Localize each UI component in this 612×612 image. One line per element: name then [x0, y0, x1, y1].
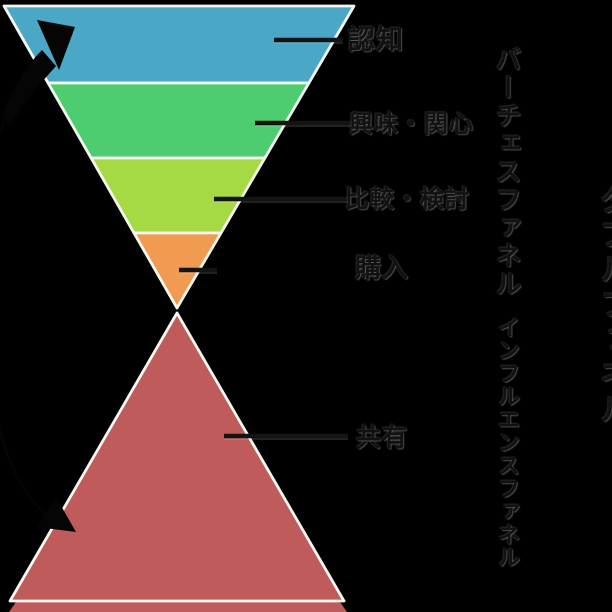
stage-label-share: 共有 [356, 424, 409, 452]
loop-arrow-top-head-icon [37, 20, 75, 70]
influence-funnel-shape [8, 311, 346, 603]
loop-arrow-bottom-head-icon [37, 497, 76, 532]
influence-funnel-bleed [9, 602, 347, 612]
leader-line-interest [255, 120, 352, 127]
purchase-funnel-side-label: バーチェスファネル [492, 46, 522, 298]
influence-funnel-side-label: インフルエンスファネル [495, 316, 520, 569]
stage-label-purchase: 購入 [355, 253, 410, 283]
double-funnel-edge-label: ダブルファネル [595, 183, 612, 428]
leader-line-awareness [274, 37, 343, 44]
purchase-funnel-shape [2, 4, 356, 310]
stage-label-comparison: 比較・検討 [345, 186, 470, 213]
stage-label-awareness: 認知 [348, 25, 404, 55]
leader-line-comparison [214, 196, 351, 203]
leader-lines [179, 37, 352, 440]
loop-arc [0, 75, 48, 516]
stage-comparison-shape [89, 156, 267, 235]
leader-line-share [224, 433, 348, 440]
stage-label-interest: 興味・関心 [349, 111, 474, 138]
leader-line-purchase [179, 267, 217, 274]
loop-arrow [0, 20, 76, 532]
stage-interest-shape [46, 81, 311, 160]
loop-arrow-top-body [3, 50, 56, 126]
